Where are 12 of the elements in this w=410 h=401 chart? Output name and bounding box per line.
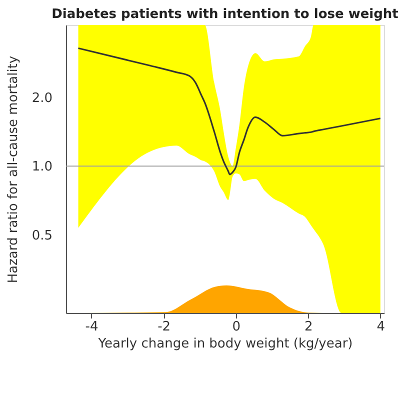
- y-tick-label: 0.5: [32, 228, 52, 244]
- y-tick-label: 1.0: [32, 160, 52, 175]
- x-tick-label: 4: [376, 320, 386, 334]
- x-axis-title: Yearly change in body weight (kg/year): [97, 336, 353, 352]
- y-tick-label: 2.0: [32, 91, 52, 106]
- x-tick-label: 2: [304, 320, 313, 334]
- line-series: [77, 47, 382, 176]
- y-axis-title: Hazard ratio for all-cause mortality: [6, 56, 21, 284]
- x-tick-label: -4: [85, 320, 98, 334]
- x-tick-label: 0: [232, 320, 240, 334]
- x-tick-label: -2: [158, 320, 171, 334]
- chart-title: Diabetes patients with intention to lose weight: [52, 7, 398, 22]
